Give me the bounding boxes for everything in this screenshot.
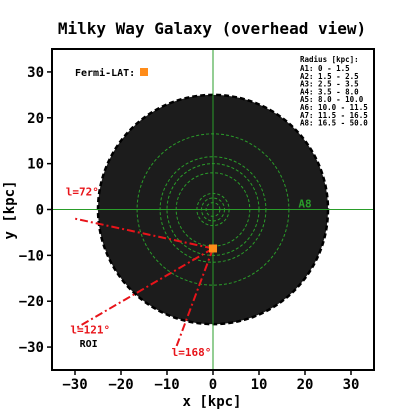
x-tick-label: 30 (343, 377, 360, 393)
y-tick-label: 30 (27, 65, 44, 81)
sightline-label: l=72° (66, 186, 99, 199)
legend-entry: A7: 11.5 - 16.5 (300, 111, 368, 120)
sightline (74, 217, 214, 250)
chart-title: Milky Way Galaxy (overhead view) (58, 19, 366, 38)
sightline (74, 247, 214, 330)
plot-area: A8 l=72° l=121° l=168° ROI Fermi-LAT: Radius [… (19, 48, 375, 393)
legend-title: Radius [kpc]: (300, 55, 359, 64)
annulus-ring (136, 133, 290, 286)
y-tick-label: 10 (27, 157, 44, 173)
x-tick-label: 20 (297, 377, 314, 393)
legend-entry: A4: 3.5 - 8.0 (300, 87, 359, 96)
sightline-label: l=168° (172, 346, 212, 359)
sightline (175, 248, 214, 348)
sightline-label: l=121° (70, 323, 110, 336)
y-axis-label: y [kpc] (2, 180, 18, 239)
x-tick-label: 0 (209, 377, 217, 393)
annulus-ring (205, 202, 221, 217)
observer-marker (209, 244, 217, 253)
x-axis-label: x [kpc] (182, 394, 241, 410)
annulus-ring (166, 163, 260, 256)
legend-entry: A3: 2.5 - 3.5 (300, 80, 359, 89)
legend-entry: A6: 10.0 - 11.5 (300, 103, 368, 112)
legend-entry: A8: 16.5 - 50.0 (300, 119, 368, 128)
annulus-ring (159, 156, 267, 263)
x-tick-label: 10 (251, 377, 268, 393)
y-tick-label: 0 (36, 203, 44, 219)
x-tick-label: −20 (108, 377, 133, 393)
active-ring-label: A8 (298, 198, 311, 211)
x-tick-label: −10 (154, 377, 179, 393)
y-tick-label: −30 (19, 340, 44, 356)
legend-entry: A5: 8.0 - 10.0 (300, 95, 364, 104)
legend-entry: A1: 0 - 1.5 (300, 64, 350, 73)
observer-legend-marker (140, 68, 148, 76)
annulus-ring (196, 192, 230, 227)
observer-legend-label: Fermi-LAT: (75, 67, 135, 79)
legend-entry: A2: 1.5 - 2.5 (300, 72, 359, 81)
y-tick-label: −20 (19, 294, 44, 310)
annulus-ring (201, 197, 225, 222)
y-tick-label: −10 (19, 248, 44, 264)
x-tick-label: −30 (62, 377, 87, 393)
y-tick-label: 20 (27, 111, 44, 127)
roi-label: ROI (80, 339, 98, 350)
